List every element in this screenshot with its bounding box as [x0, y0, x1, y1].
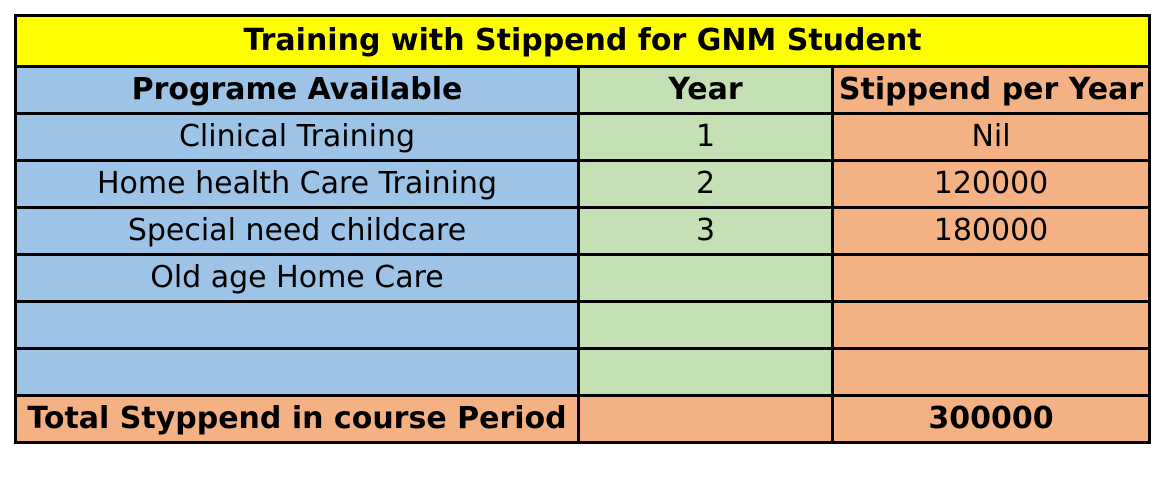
- stipend-cell: [830, 300, 1152, 350]
- year-cell: 3: [577, 206, 834, 256]
- program-cell: Special need childcare: [14, 206, 580, 256]
- program-cell: Clinical Training: [14, 112, 580, 162]
- total-value: 300000: [830, 394, 1152, 444]
- program-cell: [14, 347, 580, 397]
- table-row: Special need childcare 3 180000: [14, 206, 1152, 256]
- stipend-cell: 120000: [830, 159, 1152, 209]
- table-row: Old age Home Care: [14, 253, 1152, 303]
- year-cell: 2: [577, 159, 834, 209]
- stipend-cell: 180000: [830, 206, 1152, 256]
- table-row: Clinical Training 1 Nil: [14, 112, 1152, 162]
- title-row: Training with Stippend for GNM Student: [13, 14, 1152, 68]
- total-label: Total Styppend in course Period: [14, 394, 580, 444]
- stipend-cell: [830, 347, 1152, 397]
- table-row: Home health Care Training 2 120000: [14, 159, 1152, 209]
- header-row: Programe Available Year Stippend per Yea…: [14, 65, 1152, 115]
- table-row: [14, 347, 1152, 397]
- table-row: [14, 300, 1152, 350]
- header-program: Programe Available: [14, 65, 580, 115]
- year-cell: 1: [577, 112, 834, 162]
- stipend-cell: Nil: [830, 112, 1152, 162]
- program-cell: Home health Care Training: [14, 159, 580, 209]
- header-stipend: Stippend per Year: [830, 65, 1152, 115]
- stipend-cell: [830, 253, 1152, 303]
- year-cell: [577, 347, 834, 397]
- year-cell: [577, 300, 834, 350]
- header-year: Year: [577, 65, 834, 115]
- year-cell: [577, 253, 834, 303]
- program-cell: [14, 300, 580, 350]
- total-year-cell: [577, 394, 834, 444]
- total-row: Total Styppend in course Period 300000: [14, 394, 1152, 444]
- program-cell: Old age Home Care: [14, 253, 580, 303]
- table-title: Training with Stippend for GNM Student: [13, 14, 1152, 68]
- stipend-table: Training with Stippend for GNM Student P…: [13, 14, 1152, 444]
